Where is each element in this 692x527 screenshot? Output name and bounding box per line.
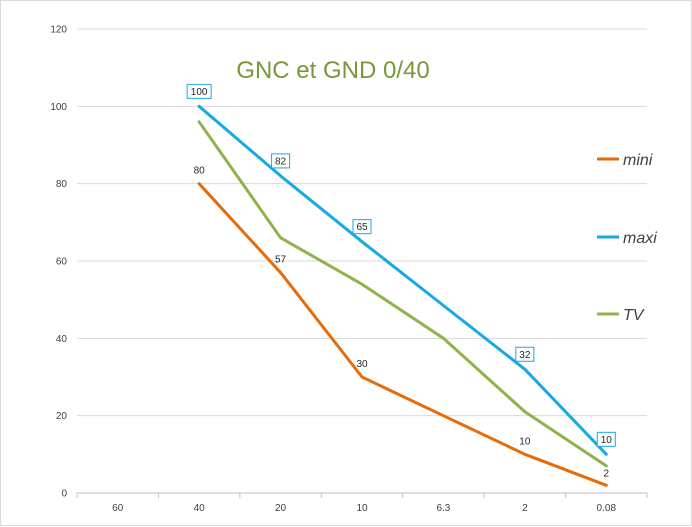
y-tick-label-120: 120 xyxy=(50,25,67,36)
data-label-maxi-2: 32 xyxy=(519,350,531,361)
x-tick-label-2: 2 xyxy=(522,503,528,514)
y-tick-label-0: 0 xyxy=(61,489,67,500)
x-tick-label-0.08: 0.08 xyxy=(597,503,617,514)
data-label-mini-40: 80 xyxy=(194,166,206,177)
legend-label-TV: TV xyxy=(623,307,645,324)
data-label-box-maxi-40 xyxy=(186,83,212,99)
series-lines xyxy=(197,104,608,487)
data-label-mini-10: 30 xyxy=(356,359,368,370)
data-label-mini-20: 57 xyxy=(275,255,287,266)
data-label-mini-2: 10 xyxy=(519,436,531,447)
y-tick-label-80: 80 xyxy=(56,179,68,190)
data-label-maxi-0.08: 10 xyxy=(601,435,613,446)
x-tick-label-10: 10 xyxy=(356,503,368,514)
data-label-mini-0.08: 2 xyxy=(604,468,610,479)
data-label-maxi-10: 65 xyxy=(356,222,368,233)
x-tick-label-40: 40 xyxy=(194,503,206,514)
data-labels: 80 57 30 10 2 100 82 65 32 10 xyxy=(186,83,616,479)
legend-label-mini: mini xyxy=(623,152,653,169)
legend: mini maxi TV xyxy=(597,152,657,324)
y-tick-label-40: 40 xyxy=(56,334,68,345)
y-tick-label-60: 60 xyxy=(56,257,68,268)
data-label-box-maxi-0.08 xyxy=(596,431,616,447)
x-tick-label-20: 20 xyxy=(275,503,287,514)
legend-label-maxi: maxi xyxy=(623,230,657,247)
series-line-maxi xyxy=(197,104,608,456)
data-label-maxi-40: 100 xyxy=(191,87,208,98)
data-label-box-maxi-2 xyxy=(515,346,535,362)
series-line-mini xyxy=(197,182,608,487)
axes: 0 20 40 60 80 100 120 60 40 20 10 6.3 2 0.08 xyxy=(50,25,648,514)
chart-title: GNC et GND 0/40 xyxy=(236,57,429,84)
data-label-maxi-20: 82 xyxy=(275,156,287,167)
y-tick-label-20: 20 xyxy=(56,411,68,422)
x-tick-label-60: 60 xyxy=(112,503,124,514)
y-tick-label-100: 100 xyxy=(50,102,67,113)
series-line-TV xyxy=(197,120,608,468)
data-label-box-maxi-20 xyxy=(271,153,291,169)
x-tick-label-6.3: 6.3 xyxy=(436,503,450,514)
gridlines xyxy=(77,28,647,417)
data-label-box-maxi-10 xyxy=(352,219,372,235)
